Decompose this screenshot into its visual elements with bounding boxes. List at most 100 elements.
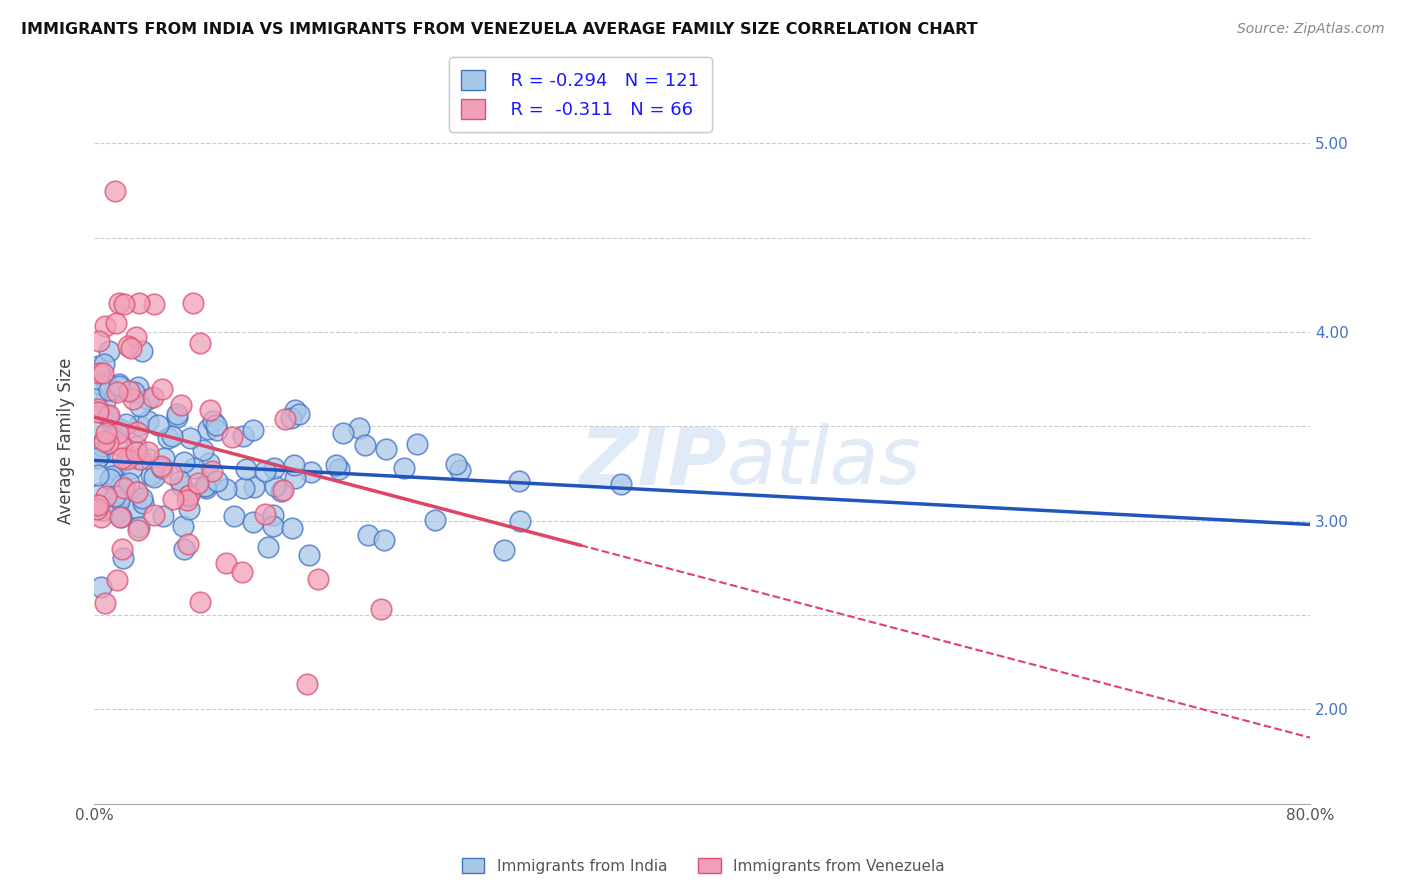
Point: [128, 418, 150, 433]
Point: [111, 542, 134, 557]
Point: [177, 537, 200, 551]
Point: [172, 519, 194, 533]
Point: [125, 500, 148, 515]
Point: [328, 462, 350, 476]
Point: [98, 472, 121, 486]
Point: [349, 421, 371, 435]
Point: [262, 508, 284, 523]
Point: [131, 343, 153, 358]
Point: [107, 377, 129, 392]
Point: [181, 295, 204, 310]
Point: [610, 476, 633, 491]
Point: [97, 408, 120, 422]
Point: [124, 330, 146, 344]
Point: [173, 542, 195, 557]
Point: [179, 488, 201, 502]
Point: [97, 383, 120, 397]
Point: [91, 485, 114, 500]
Point: [299, 465, 322, 479]
Point: [191, 443, 214, 458]
Point: [89, 376, 111, 391]
Point: [90, 438, 112, 452]
Point: [128, 399, 150, 413]
Point: [87, 359, 110, 374]
Point: [297, 677, 319, 691]
Point: [509, 514, 531, 528]
Point: [125, 483, 148, 498]
Point: [118, 475, 141, 490]
Point: [105, 573, 128, 587]
Point: [112, 297, 135, 311]
Point: [110, 510, 132, 524]
Point: [169, 475, 191, 489]
Point: [103, 462, 125, 476]
Point: [148, 418, 170, 433]
Point: [122, 384, 145, 399]
Point: [187, 476, 209, 491]
Point: [405, 437, 427, 451]
Point: [221, 430, 243, 444]
Point: [108, 378, 131, 392]
Point: [97, 436, 120, 450]
Point: [423, 513, 446, 527]
Point: [231, 565, 253, 579]
Point: [325, 458, 347, 472]
Point: [254, 508, 277, 522]
Point: [89, 446, 111, 460]
Point: [90, 580, 112, 594]
Y-axis label: Average Family Size: Average Family Size: [58, 358, 75, 524]
Point: [205, 423, 228, 437]
Point: [120, 341, 142, 355]
Point: [142, 296, 165, 310]
Point: [201, 465, 224, 479]
Point: [104, 489, 127, 503]
Point: [86, 502, 108, 516]
Point: [263, 461, 285, 475]
Point: [188, 336, 211, 351]
Point: [107, 494, 129, 508]
Point: [93, 357, 115, 371]
Point: [280, 411, 302, 425]
Point: [207, 475, 229, 489]
Point: [173, 455, 195, 469]
Point: [112, 481, 135, 495]
Point: [284, 403, 307, 417]
Point: [281, 521, 304, 535]
Point: [160, 428, 183, 442]
Point: [194, 478, 217, 492]
Point: [373, 533, 395, 547]
Point: [492, 543, 515, 558]
Point: [162, 492, 184, 507]
Point: [97, 409, 120, 424]
Point: [224, 509, 246, 524]
Point: [136, 413, 159, 427]
Point: [94, 393, 117, 408]
Point: [108, 296, 131, 310]
Point: [205, 418, 228, 433]
Legend:   R = -0.294   N = 121,   R =  -0.311   N = 66: R = -0.294 N = 121, R = -0.311 N = 66: [449, 57, 711, 131]
Point: [90, 509, 112, 524]
Point: [183, 460, 205, 475]
Point: [91, 503, 114, 517]
Point: [101, 416, 124, 430]
Point: [87, 499, 110, 513]
Point: [139, 468, 162, 483]
Point: [121, 460, 143, 475]
Point: [274, 412, 297, 426]
Point: [86, 451, 108, 466]
Point: [121, 392, 143, 406]
Point: [98, 343, 121, 358]
Point: [198, 403, 221, 417]
Point: [89, 366, 111, 380]
Point: [156, 431, 179, 445]
Point: [270, 484, 292, 499]
Point: [307, 572, 329, 586]
Text: IMMIGRANTS FROM INDIA VS IMMIGRANTS FROM VENEZUELA AVERAGE FAMILY SIZE CORRELATI: IMMIGRANTS FROM INDIA VS IMMIGRANTS FROM…: [21, 22, 977, 37]
Point: [370, 602, 392, 616]
Point: [150, 459, 173, 474]
Point: [103, 384, 125, 398]
Point: [170, 478, 193, 492]
Point: [128, 520, 150, 534]
Point: [194, 479, 217, 493]
Legend: Immigrants from India, Immigrants from Venezuela: Immigrants from India, Immigrants from V…: [456, 852, 950, 880]
